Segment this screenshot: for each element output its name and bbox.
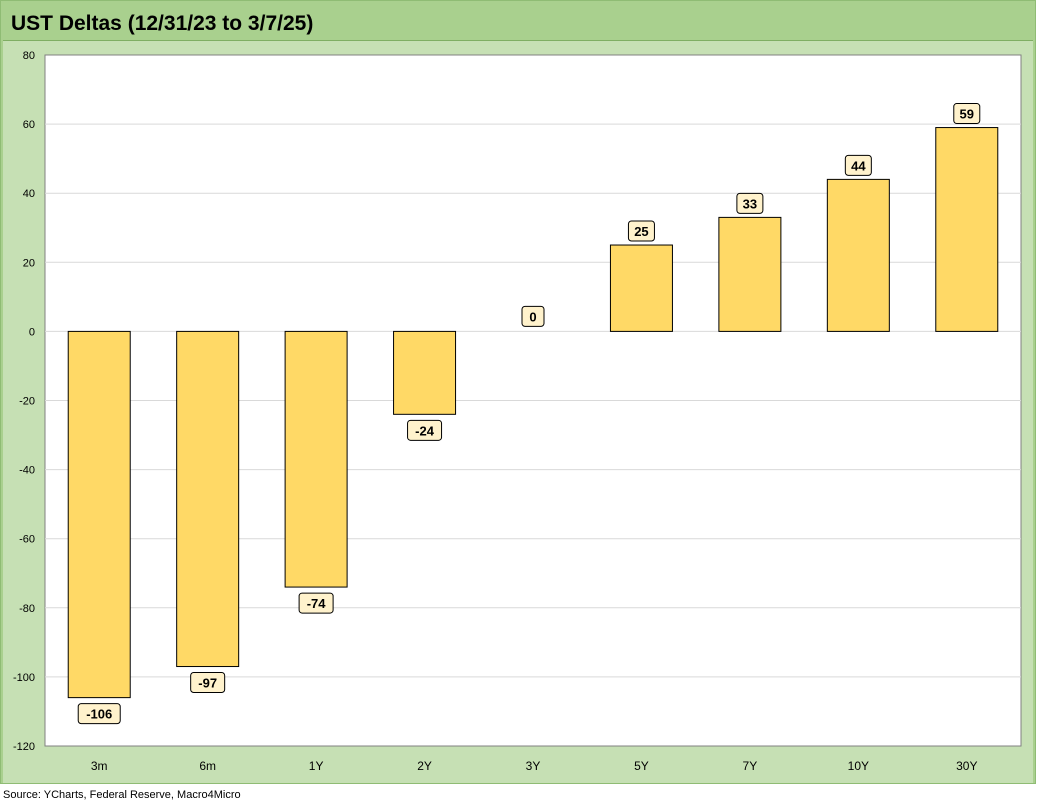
bar [284,330,348,588]
y-tick-label: 60 [23,119,35,131]
y-tick-label: 40 [23,188,35,200]
chart-area: 80 60 40 20 0 -20 -40 -60 -80 -100 -120 3m -106 6m -97… [3,41,1033,783]
x-tick-label: 6m [199,759,216,773]
y-tick-label: -100 [13,672,35,684]
data-label: 33 [743,196,757,211]
data-label: -24 [415,423,435,438]
x-tick-label: 7Y [743,759,758,773]
bar [67,330,131,699]
chart-title: UST Deltas (12/31/23 to 3/7/25) [11,12,314,35]
data-label: 0 [529,309,536,324]
y-tick-label: -20 [19,396,35,408]
data-label-box [736,192,764,214]
bar [935,127,999,332]
data-label: -106 [86,707,112,722]
data-label: 59 [960,107,974,122]
x-tick-label: 3Y [526,759,541,773]
data-label-box [627,220,655,242]
data-label-box [521,305,545,327]
data-label: 25 [634,224,648,239]
y-tick-label: -60 [19,534,35,546]
data-label: 44 [851,158,866,173]
bar [718,216,782,332]
y-tick-label: -120 [13,741,35,753]
y-tick-label: -40 [19,465,35,477]
bar-chart: 80 60 40 20 0 -20 -40 -60 -80 -100 -120 3m -106 6m -97… [13,50,1022,773]
data-label-box [77,703,121,725]
y-tick-label: -80 [19,603,35,615]
chart-frame: UST Deltas (12/31/23 to 3/7/25) 80 60 40 20… [0,0,1036,784]
data-label-box [298,592,334,614]
data-label: -97 [198,676,217,691]
x-tick-label: 1Y [309,759,324,773]
x-tick-label: 2Y [417,759,432,773]
x-tick-label: 3m [91,759,108,773]
x-tick-label: 30Y [956,759,977,773]
source-note: Source: YCharts, Federal Reserve, Macro4… [3,789,241,801]
bar [609,244,673,332]
y-tick-label: 80 [23,50,35,62]
title-bar: UST Deltas (12/31/23 to 3/7/25) [3,3,1033,41]
data-label-box [844,154,872,176]
data-label-box [190,672,226,694]
x-tick-label: 10Y [848,759,869,773]
data-label-box [407,419,443,441]
data-label: -74 [307,596,327,611]
y-tick-label: 0 [29,326,35,338]
bar [393,330,457,415]
x-tick-label: 5Y [634,759,649,773]
data-label-box [953,103,981,125]
bar [826,178,890,332]
y-tick-label: 20 [23,257,35,269]
bar [176,330,240,668]
